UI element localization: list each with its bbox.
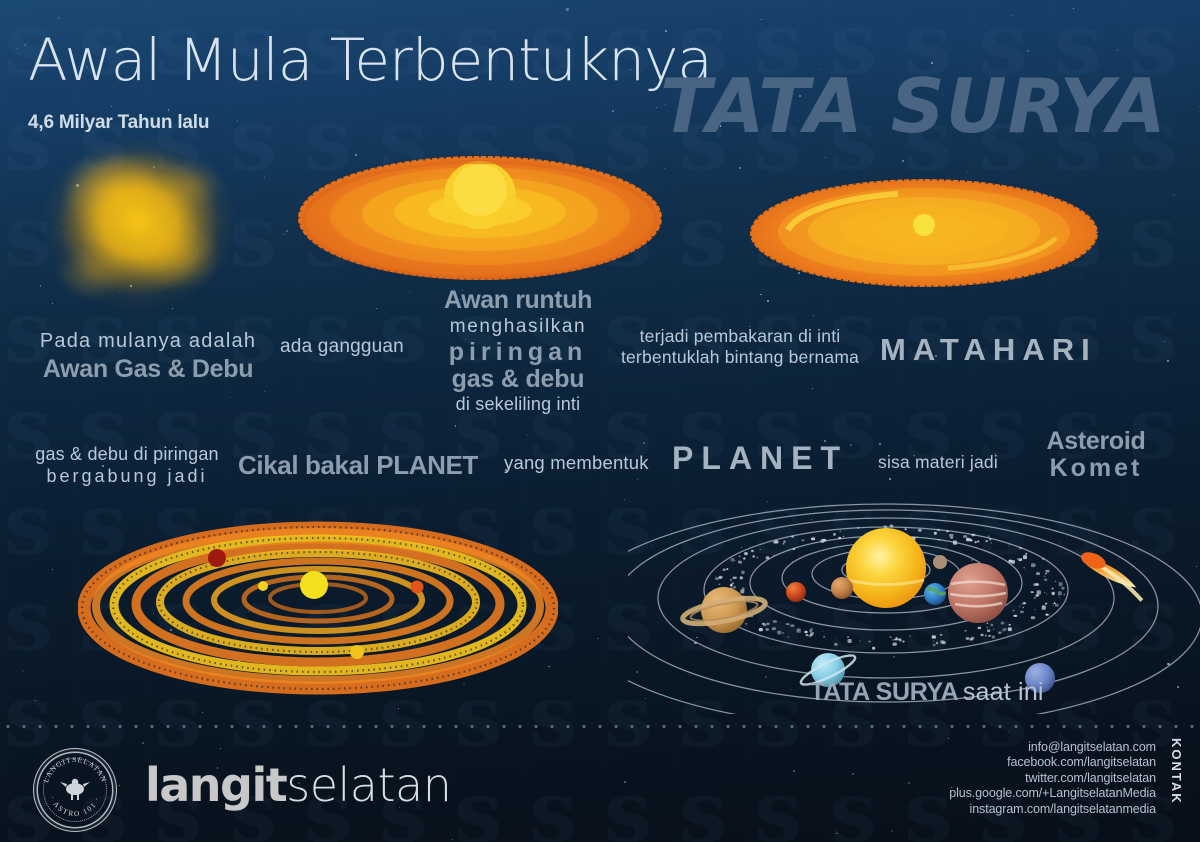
caption-matahari: MATAHARI (880, 332, 1097, 367)
caption-stage-8: yang membentuk (504, 452, 674, 474)
caption-stage-11: Asteroid Komet (1016, 428, 1176, 481)
caption-terbentuklah-bintang: terbentuklah bintang bernama (620, 346, 860, 367)
caption-cikal-bakal-planet: Cikal bakal PLANET (238, 450, 478, 480)
brand-logotype: langitselatan (145, 758, 452, 812)
caption-stage-1: Pada mulanya adalah Awan Gas & Debu (28, 330, 268, 384)
caption-asteroid: Asteroid (1046, 427, 1146, 455)
contact-facebook[interactable]: facebook.com/langitselatan (1007, 755, 1156, 770)
caption-gas-debu-piringan: gas & debu di piringan (35, 444, 219, 464)
caption-stage-5: MATAHARI (880, 332, 1180, 368)
saturn (701, 587, 747, 633)
page-title: Awal Mula Terbentuknya (28, 26, 713, 94)
caption-stage-6: gas & debu di piringan bergabung jadi (22, 444, 232, 487)
contact-instagram[interactable]: instagram.com/langitselatanmedia (969, 801, 1157, 816)
caption-stage-7: Cikal bakal PLANET (238, 450, 492, 481)
caption-pada-mulanya: Pada mulanya adalah (39, 330, 257, 352)
footer-divider (0, 725, 1200, 728)
caption-piringan: piringan (448, 337, 588, 366)
solar-system-illustration (628, 503, 1200, 714)
contact-googleplus[interactable]: plus.google.com/+LangitselatanMedia (949, 786, 1156, 801)
caption-awan-gas-debu: Awan Gas & Debu (42, 355, 254, 383)
protoplanet-red (208, 549, 226, 567)
caption-gas-debu: gas & debu (451, 365, 585, 394)
caption-terjadi-pembakaran: terjadi pembakaran di inti (639, 326, 841, 346)
kontak-label: KONTAK (1169, 738, 1184, 805)
langitselatan-seal-logo: LANGITSELATAN · ASTRO 101 · (33, 748, 117, 832)
caption-komet: Komet (1049, 454, 1143, 482)
big-heading-tata-surya: TATA SURYA (660, 62, 1167, 150)
caption-yang-membentuk: yang membentuk (504, 452, 649, 473)
protoplanetary-disk-illustration (78, 521, 558, 695)
caption-menghasilkan: menghasilkan (449, 315, 587, 337)
caption-stage-2: ada gangguan (262, 336, 422, 358)
protoplanet-yellow (350, 645, 364, 659)
caption-stage-10: sisa materi jadi (878, 452, 1028, 473)
mars (786, 582, 806, 602)
caption-stage-3: Awan runtuh menghasilkan piringan gas & … (418, 286, 618, 414)
seal-emblem (60, 778, 90, 800)
caption-planet: PLANET (672, 440, 848, 476)
caption-ada-gangguan: ada gangguan (280, 336, 404, 357)
contact-list: info@langitselatan.com facebook.com/lang… (949, 740, 1156, 817)
caption-di-sekeliling-inti: di sekeliling inti (455, 393, 581, 414)
caption-stage-4: terjadi pembakaran di inti terbentuklah … (610, 326, 870, 367)
protostar-core (300, 571, 328, 599)
caption-sisa-materi-jadi: sisa materi jadi (878, 452, 998, 472)
solar-system-label: TATA SURYA saat ini (810, 678, 1070, 707)
collapsing-disk-illustration (296, 154, 664, 282)
seal-inner-ring (43, 758, 107, 822)
neptune (1025, 663, 1055, 693)
comet (1080, 552, 1144, 602)
seal-bottom-text: · ASTRO 101 · (48, 795, 102, 818)
contact-twitter[interactable]: twitter.com/langitselatan (1025, 770, 1156, 785)
sun (846, 528, 926, 608)
solar-system-label-bold: TATA SURYA (810, 678, 959, 706)
brand-langit: langit (145, 758, 288, 812)
protoplanet-orange (410, 580, 424, 594)
caption-bergabung-jadi: bergabung jadi (46, 465, 208, 486)
jupiter (948, 563, 1008, 623)
gas-dust-cloud-illustration (20, 118, 258, 340)
mercury (933, 555, 947, 569)
sun-formation-disk-illustration (748, 177, 1100, 289)
contact-email[interactable]: info@langitselatan.com (1028, 740, 1156, 754)
solar-system-label-light: saat ini (962, 678, 1044, 706)
protoplanet-small (258, 581, 268, 591)
caption-awan-runtuh: Awan runtuh (444, 286, 592, 314)
uranus (811, 653, 845, 687)
caption-stage-9: PLANET (672, 440, 882, 477)
brand-selatan: selatan (286, 758, 452, 812)
venus (831, 577, 853, 599)
